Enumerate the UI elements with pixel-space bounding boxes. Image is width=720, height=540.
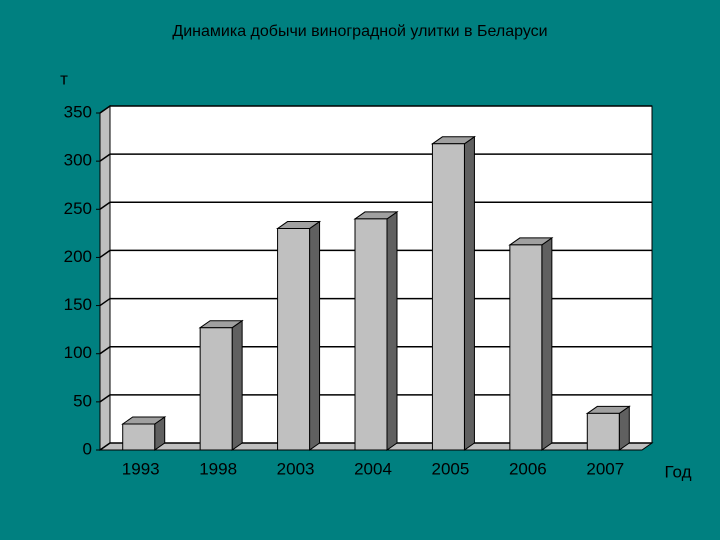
y-tick-label: 300 [64, 151, 92, 170]
bar-face [309, 220, 321, 451]
bar-face [122, 423, 156, 451]
bar-face [277, 228, 311, 451]
chart-title: Динамика добычи виноградной улитки в Бел… [172, 23, 547, 40]
bar-face [199, 327, 233, 451]
y-tick-label: 100 [64, 343, 92, 362]
bar-face [463, 135, 475, 451]
y-axis-label: т [60, 69, 68, 88]
y-tick-label: 250 [64, 199, 92, 218]
x-axis-label: Год [664, 462, 691, 481]
x-tick-label: 2005 [432, 459, 470, 478]
x-tick-label: 2003 [277, 459, 315, 478]
y-tick-label: 50 [73, 391, 92, 410]
y-tick-label: 200 [64, 247, 92, 266]
bar [121, 416, 167, 451]
bar [430, 135, 477, 451]
y-tick-label: 350 [64, 102, 92, 121]
x-tick-label: 2004 [354, 459, 392, 478]
grid-line [99, 105, 652, 114]
bar-face [231, 319, 243, 451]
x-tick-label: 1993 [122, 459, 160, 478]
x-tick-label: 2006 [509, 459, 547, 478]
bar-face [586, 412, 620, 451]
bar-face [541, 236, 553, 451]
bar-face [509, 244, 543, 451]
bar [585, 405, 631, 451]
bar [198, 319, 244, 451]
x-tick-label: 1998 [199, 459, 237, 478]
bar [508, 236, 554, 451]
y-tick-label: 150 [64, 295, 92, 314]
bar-face [354, 218, 388, 451]
x-tick-label: 2007 [586, 459, 624, 478]
bar-face [431, 143, 465, 451]
bar [353, 210, 399, 451]
bar [275, 220, 322, 451]
y-tick-label: 0 [83, 439, 92, 458]
bar-face [386, 210, 398, 451]
